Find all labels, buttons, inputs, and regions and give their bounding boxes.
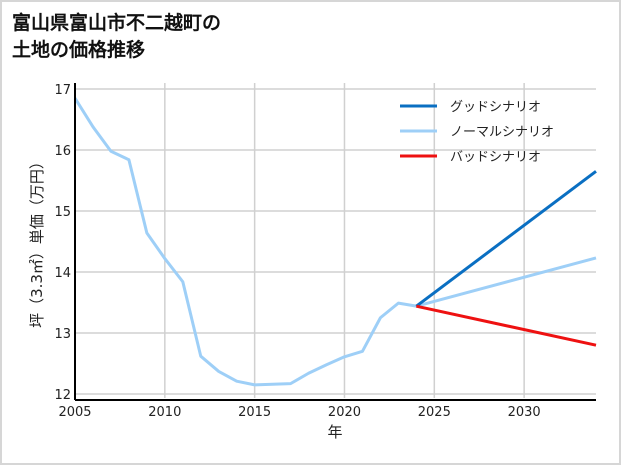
y-tick-label: 12 [54,388,71,403]
chart-title: 富山県富山市不二越町の 土地の価格推移 [12,10,221,64]
x-tick-label: 2030 [508,405,541,420]
x-tick-label: 2020 [328,405,361,420]
x-tick-label: 2010 [148,405,181,420]
x-tick-label: 2015 [238,405,271,420]
x-tick-label: 2025 [418,405,451,420]
y-tick-label: 14 [54,266,71,281]
tick-labels: 12 13 14 15 16 17 2005 2010 2015 2020 2025 2030 [54,83,540,420]
title-line-1: 富山県富山市不二越町の [12,12,222,34]
y-tick-label: 13 [54,327,71,342]
axes [74,83,596,401]
y-tick-label: 16 [54,144,71,159]
data-lines [73,97,597,387]
series-line [416,304,597,347]
legend-label: ノーマルシナリオ [450,125,554,140]
y-tick-label: 17 [54,83,71,98]
title-line-2: 土地の価格推移 [12,39,146,61]
legend-label: バッドシナリオ [450,150,541,165]
legend-label: グッドシナリオ [450,100,541,115]
x-tick-label: 2005 [58,405,91,420]
y-axis-label: 坪（3.3㎡）単価（万円） [28,154,46,328]
x-axis-label: 年 [327,423,342,441]
series-line [73,97,597,387]
y-tick-label: 15 [54,205,71,220]
series-line [415,170,597,308]
